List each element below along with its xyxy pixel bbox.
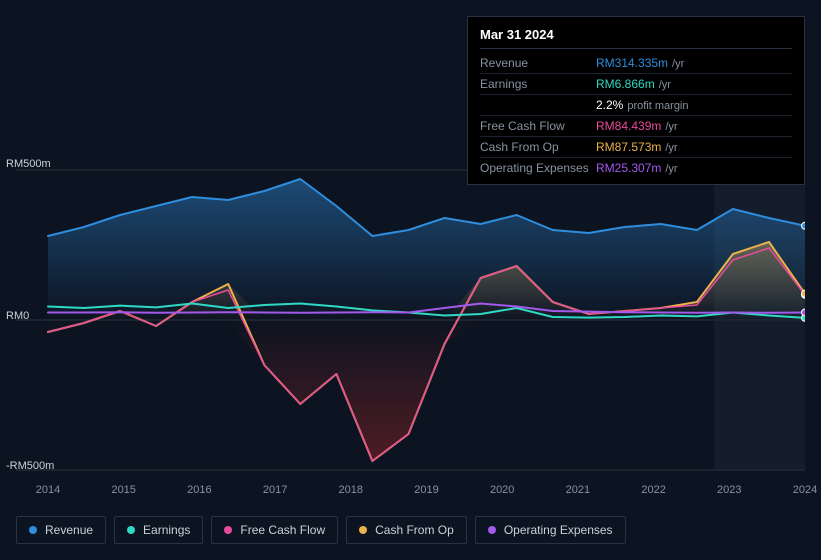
- legend-label: Cash From Op: [375, 523, 454, 537]
- tooltip-row: EarningsRM6.866m/yr: [480, 74, 792, 95]
- tooltip-row: Operating ExpensesRM25.307m/yr: [480, 158, 792, 178]
- legend-swatch: [29, 526, 37, 534]
- tooltip-row-label: Cash From Op: [480, 140, 596, 154]
- x-tick: 2023: [717, 484, 741, 496]
- tooltip-row-value: RM25.307m/yr: [596, 161, 678, 175]
- legend-item[interactable]: Revenue: [16, 516, 106, 544]
- x-tick: 2020: [490, 484, 514, 496]
- tooltip-row-label: [480, 98, 596, 112]
- legend-swatch: [127, 526, 135, 534]
- tooltip-row-value: RM87.573m/yr: [596, 140, 678, 154]
- tooltip-row-label: Earnings: [480, 77, 596, 91]
- x-tick: 2014: [36, 484, 60, 496]
- x-tick: 2018: [339, 484, 363, 496]
- x-tick: 2021: [566, 484, 590, 496]
- x-tick: 2024: [793, 484, 817, 496]
- legend-item[interactable]: Operating Expenses: [475, 516, 626, 544]
- x-tick: 2017: [263, 484, 287, 496]
- x-axis: 2014 2015 2016 2017 2018 2019 2020 2021 2022 2023…: [16, 484, 805, 504]
- legend-label: Operating Expenses: [504, 523, 613, 537]
- tooltip-row: RevenueRM314.335m/yr: [480, 53, 792, 74]
- tooltip-row-value: RM84.439m/yr: [596, 119, 678, 133]
- chart-legend: Revenue Earnings Free Cash Flow Cash From O…: [16, 516, 626, 544]
- x-tick: 2015: [111, 484, 135, 496]
- tooltip-row-label: Revenue: [480, 56, 596, 70]
- legend-label: Earnings: [143, 523, 190, 537]
- x-tick: 2019: [414, 484, 438, 496]
- tooltip-row: Free Cash FlowRM84.439m/yr: [480, 116, 792, 137]
- legend-item[interactable]: Free Cash Flow: [211, 516, 338, 544]
- x-tick: 2022: [641, 484, 665, 496]
- legend-label: Free Cash Flow: [240, 523, 325, 537]
- legend-swatch: [488, 526, 496, 534]
- tooltip-date: Mar 31 2024: [480, 27, 792, 49]
- tooltip-row-value: RM6.866m/yr: [596, 77, 671, 91]
- chart-tooltip: Mar 31 2024 RevenueRM314.335m/yrEarnings…: [467, 16, 805, 185]
- legend-item[interactable]: Cash From Op: [346, 516, 467, 544]
- legend-swatch: [359, 526, 367, 534]
- x-tick: 2016: [187, 484, 211, 496]
- tooltip-row-label: Free Cash Flow: [480, 119, 596, 133]
- tooltip-row: 2.2%profit margin: [480, 95, 792, 116]
- legend-label: Revenue: [45, 523, 93, 537]
- tooltip-row: Cash From OpRM87.573m/yr: [480, 137, 792, 158]
- tooltip-row-label: Operating Expenses: [480, 161, 596, 175]
- tooltip-row-value: RM314.335m/yr: [596, 56, 684, 70]
- tooltip-row-value: 2.2%profit margin: [596, 98, 689, 112]
- financials-chart[interactable]: [16, 160, 805, 480]
- legend-swatch: [224, 526, 232, 534]
- legend-item[interactable]: Earnings: [114, 516, 203, 544]
